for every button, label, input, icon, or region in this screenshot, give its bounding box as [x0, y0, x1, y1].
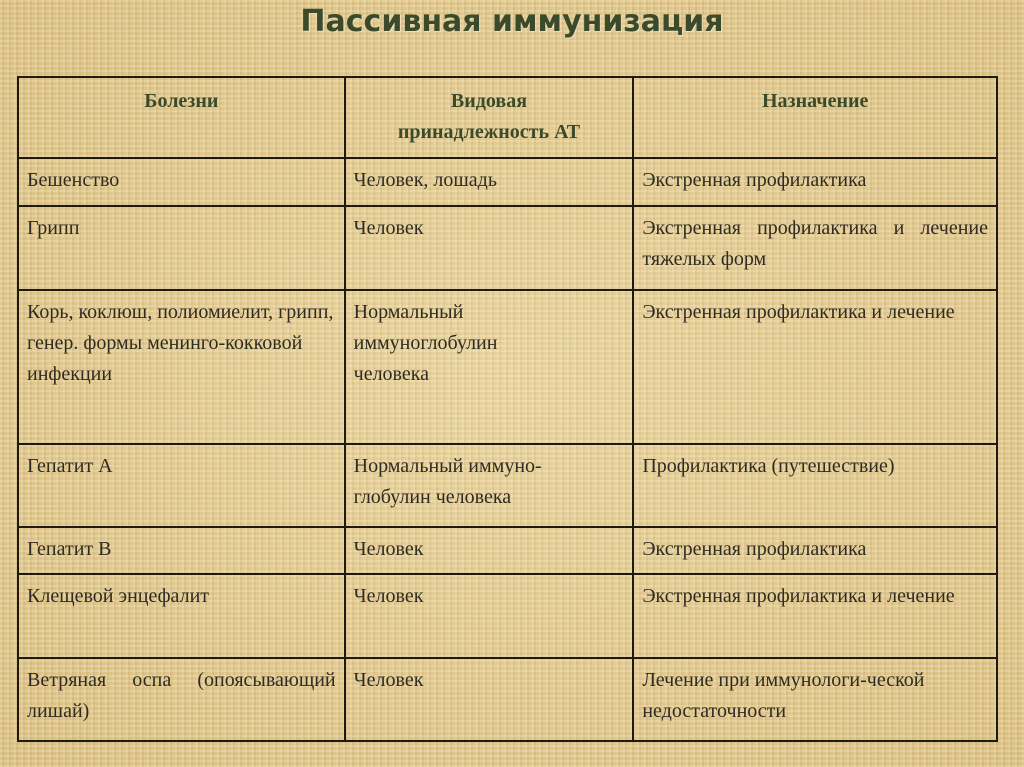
header-diseases: Болезни — [17, 76, 346, 159]
header-row: Болезни Видовая принадлежность АТ Назнач… — [17, 76, 998, 159]
cell-species: Человек — [343, 526, 635, 575]
cell-species: Человек — [343, 573, 635, 659]
immunization-table: Болезни Видовая принадлежность АТ Назнач… — [17, 76, 998, 742]
cell-purpose: Профилактика (путешествие) — [632, 443, 998, 528]
cell-species: Человек — [343, 657, 635, 742]
cell-purpose: Экстренная профилактика — [632, 526, 998, 575]
cell-disease: Корь, коклюш, полиомиелит, грипп, генер.… — [17, 289, 346, 445]
cell-purpose: Экстренная профилактика и лечение тяжелы… — [632, 205, 998, 291]
cell-species-text: Нормальный иммуно-глобулин человека — [353, 455, 542, 508]
cell-purpose-text: Лечение при иммунологи-ческой недостаточ… — [642, 669, 925, 722]
header-purpose: Назначение — [632, 76, 998, 159]
table-row: Гепатит А Нормальный иммуно-глобулин чел… — [17, 443, 998, 528]
cell-species: Нормальный иммуно-глобулин человека — [343, 443, 635, 528]
cell-species: Человек — [343, 205, 635, 291]
table-row: Бешенство Человек, лошадь Экстренная про… — [17, 157, 998, 207]
cell-disease: Бешенство — [17, 157, 346, 207]
cell-disease: Грипп — [17, 205, 346, 291]
header-antibody-species-text: Видовая принадлежность АТ — [397, 90, 581, 143]
cell-purpose: Экстренная профилактика и лечение — [632, 573, 998, 659]
cell-disease: Гепатит А — [17, 443, 346, 528]
cell-purpose: Лечение при иммунологи-ческой недостаточ… — [632, 657, 998, 742]
cell-purpose: Экстренная профилактика — [632, 157, 998, 207]
slide-title: Пассивная иммунизация — [300, 4, 724, 39]
table-row: Клещевой энцефалит Человек Экстренная пр… — [17, 573, 998, 659]
cell-species-text: Нормальный иммуноглобулин человека — [353, 301, 498, 385]
table-row: Гепатит В Человек Экстренная профилактик… — [17, 526, 998, 575]
cell-disease: Гепатит В — [17, 526, 346, 575]
cell-disease: Ветряная оспа (опоясывающий лишай) — [17, 657, 346, 742]
cell-disease: Клещевой энцефалит — [17, 573, 346, 659]
table-row: Корь, коклюш, полиомиелит, грипп, генер.… — [17, 289, 998, 445]
table-row: Грипп Человек Экстренная профилактика и … — [17, 205, 998, 291]
cell-purpose: Экстренная профилактика и лечение — [632, 289, 998, 445]
cell-species: Человек, лошадь — [343, 157, 635, 207]
cell-species: Нормальный иммуноглобулин человека — [343, 289, 635, 445]
table-row: Ветряная оспа (опоясывающий лишай) Челов… — [17, 657, 998, 742]
cell-purpose-text: Экстренная профилактика и лечение — [642, 585, 955, 607]
header-antibody-species: Видовая принадлежность АТ — [343, 76, 635, 159]
